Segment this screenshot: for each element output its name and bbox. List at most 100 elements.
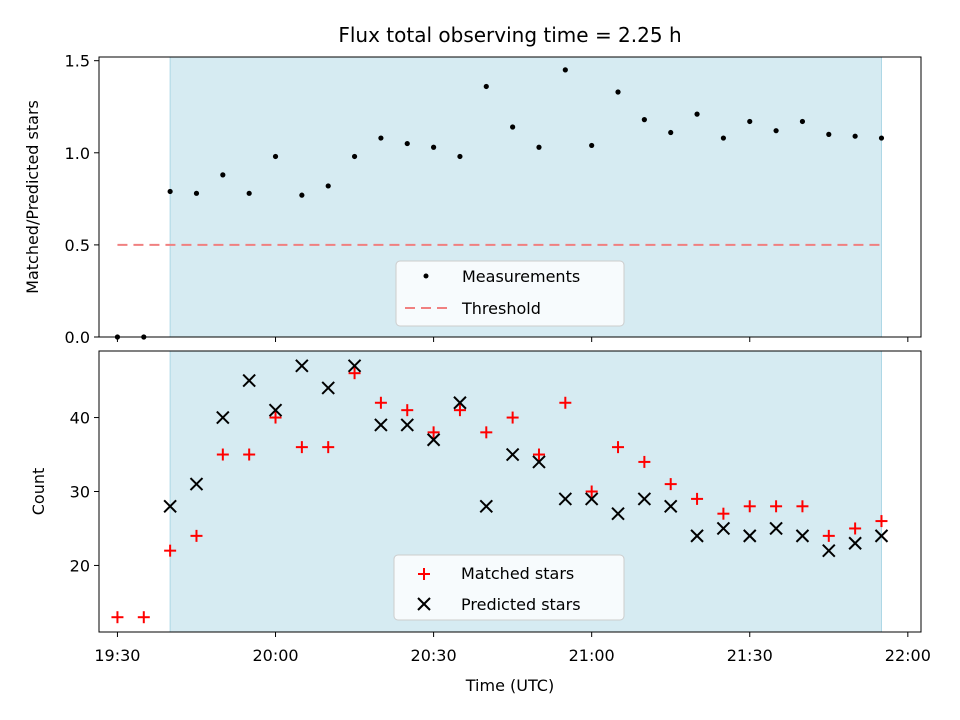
measurement-point [510,124,516,130]
measurement-point [562,67,568,73]
predicted-star-point [558,492,573,506]
predicted-stars-points [163,359,889,558]
top-ytick-label: 0.0 [65,328,90,347]
predicted-star-point [584,492,599,506]
measurement-point [457,153,463,160]
xtick-label: 21:30 [727,646,773,665]
bottom-y-ticks: 20 30 40 [70,409,99,575]
top-y-ticks: 0.0 0.5 1.0 1.5 [65,52,99,347]
matched-star-point [638,455,651,468]
xtick-label: 22:00 [885,646,931,665]
legend-matched-label: Matched stars [461,564,574,583]
top-legend-box [395,260,625,327]
measurement-point [615,89,621,95]
predicted-star-point [295,359,309,373]
measurement-point [430,144,437,150]
predicted-star-point [822,543,836,558]
predicted-star-point [216,410,230,425]
predicted-star-point [690,529,704,543]
matched-star-point [348,367,361,380]
predicted-star-point [426,433,441,447]
legend-predicted-label: Predicted stars [461,595,581,614]
measurement-point [299,192,305,198]
measurement-point [220,172,226,178]
matched-star-point [664,478,677,491]
matched-star-point [822,529,835,542]
measurement-point [799,118,806,125]
measurement-point [167,188,173,195]
bottom-y-axis-label: Count [29,468,48,516]
measurement-point [852,133,858,139]
matched-star-point [427,426,440,439]
chart-title: Flux total observing time = 2.25 h [338,23,681,47]
predicted-star-point [479,499,493,513]
predicted-star-point [716,521,731,536]
x-axis-label: Time (UTC) [465,676,554,695]
xtick-label: 20:30 [411,646,457,665]
matched-star-point [480,426,493,439]
matched-star-point [532,448,545,461]
top-legend: Measurements Threshold [395,260,625,327]
bottom-panel: 20 30 40 19:30 20:00 20:30 21:00 21:30 22:00 Co… [29,350,931,695]
measurement-point [536,144,542,150]
matched-star-point [559,396,572,409]
predicted-star-point [637,492,652,506]
predicted-star-point [453,396,467,410]
measurement-point [351,153,358,160]
predicted-star-point [163,499,177,513]
matched-star-point [164,544,177,557]
predicted-star-point [611,506,625,521]
matched-star-point [717,507,730,520]
measurement-point [668,129,674,136]
measurement-point [641,117,647,123]
matched-star-point [190,529,203,542]
predicted-star-point [400,418,414,432]
predicted-star-point [505,447,520,462]
measurement-point [246,190,252,196]
measurement-point [483,83,489,90]
predicted-star-point [848,536,862,550]
xtick-label: 21:00 [569,646,615,665]
legend-predicted-marker [417,597,431,611]
matched-star-point [743,500,756,513]
matched-star-point [849,522,862,535]
bottom-x-ticks: 19:30 20:00 20:30 21:00 21:30 22:00 [94,632,931,665]
measurement-point [878,135,885,141]
predicted-star-point [268,403,283,417]
xtick-label: 19:30 [94,646,140,665]
matched-stars-points [111,367,888,624]
top-y-axis-label: Matched/Predicted stars [23,100,42,294]
top-ytick-label: 1.5 [65,52,90,71]
matched-star-point [506,411,519,424]
bottom-ytick-label: 40 [70,409,90,428]
top-axes-frame [98,56,922,338]
bottom-ytick-label: 20 [70,556,90,575]
matched-star-point [875,515,888,528]
predicted-star-point [321,381,335,395]
matched-star-point [796,500,809,513]
matched-star-point [770,500,783,513]
legend-measurements-label: Measurements [462,267,580,286]
xtick-label: 20:00 [252,646,298,665]
matched-star-point [137,611,150,624]
bottom-axes-frame [98,350,922,633]
matched-star-point [374,396,387,409]
predicted-star-point [769,521,783,536]
measurement-point [747,118,753,125]
matched-star-point [295,441,308,454]
predicted-star-point [347,359,362,373]
bottom-legend-box [393,554,625,621]
measurement-point [404,140,410,147]
predicted-star-point [374,418,388,432]
measurement-point [325,183,331,189]
top-ytick-label: 1.0 [65,144,90,163]
measurement-point [193,190,200,196]
top-panel: Flux total observing time = 2.25 h 0.00.… [23,23,922,347]
predicted-star-point [242,373,256,388]
top-ytick-label: 0.5 [65,236,90,255]
predicted-star-point [532,455,546,469]
bottom-legend: Matched stars Predicted stars [393,554,625,621]
matched-star-point [243,448,256,461]
measurement-point [694,111,700,117]
matched-star-point [401,404,414,417]
